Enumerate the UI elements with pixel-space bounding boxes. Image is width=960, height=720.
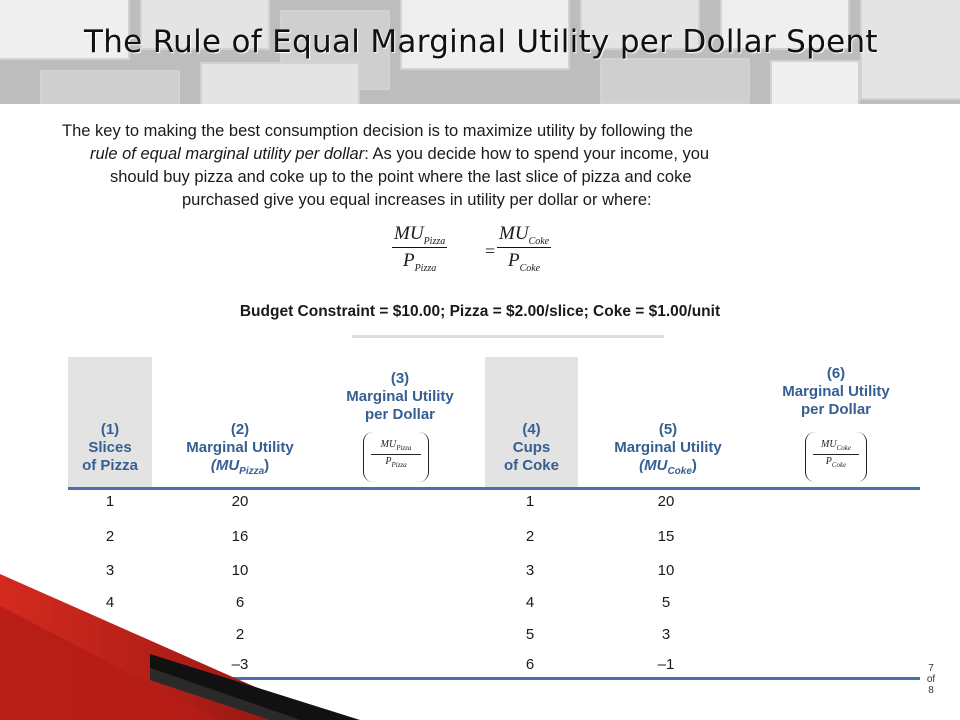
cell-slices: 1 — [105, 493, 115, 510]
header-number: (5) — [658, 421, 678, 438]
intro-line-1: The key to making the best consumption d… — [62, 122, 693, 140]
cell-cups: 4 — [525, 594, 535, 611]
cell-slices: 5 — [105, 626, 115, 643]
rule-name: rule of equal marginal utility per dolla… — [90, 145, 365, 163]
header-number: (4) — [522, 421, 541, 438]
header-mu-symbol: (MUPizza) — [160, 457, 320, 481]
cell-cups: 3 — [525, 562, 535, 579]
coke-fraction: MUCoke PCoke — [497, 223, 552, 274]
fraction-denominator: P — [402, 249, 415, 271]
header-slices: (1) Slices of Pizza — [68, 421, 152, 475]
cell-mu-coke: 5 — [661, 594, 671, 611]
cell-mu-pizza: 6 — [235, 594, 245, 611]
mu-sub: Pizza — [239, 466, 265, 477]
ratio-numerator-sub: Pizza — [396, 444, 412, 452]
slide-title: The Rule of Equal Marginal Utility per D… — [84, 24, 878, 60]
table-header-rule — [68, 487, 920, 490]
intro-line-4: purchased give you equal increases in ut… — [182, 191, 652, 209]
intro-line-2: rule of equal marginal utility per dolla… — [40, 143, 940, 166]
header-mu-coke: (5) Marginal Utility (MUCoke) — [588, 421, 748, 481]
table-bottom-rule — [150, 677, 920, 680]
cell-mu-coke: 20 — [657, 493, 675, 510]
page-of: of — [926, 674, 936, 685]
ratio-denominator-sub: Coke — [831, 461, 847, 469]
ratio-numerator-sub: Coke — [836, 444, 851, 452]
header-line: of Coke — [503, 457, 559, 474]
separator — [352, 335, 664, 338]
fraction-denominator: P — [507, 249, 520, 271]
cell-cups: 1 — [525, 493, 535, 510]
page-total: 8 — [928, 685, 934, 696]
coke-ratio-fraction: MUCoke PCoke — [805, 432, 867, 482]
header-line: per Dollar — [800, 401, 872, 418]
header-mu-symbol: (MUCoke) — [588, 457, 748, 481]
cell-slices: 4 — [105, 594, 115, 611]
intro-line-3: should buy pizza and coke up to the poin… — [110, 168, 692, 186]
cell-mu-pizza: –3 — [231, 656, 249, 673]
ratio-denominator: P — [385, 456, 392, 467]
fraction-numerator: MU — [394, 223, 424, 244]
header-line: Cups — [512, 439, 551, 456]
header-line: Marginal Utility — [782, 383, 890, 400]
equals-sign: = — [485, 241, 496, 261]
intro-paragraph: The key to making the best consumption d… — [40, 120, 940, 212]
cell-mu-coke: 3 — [661, 626, 671, 643]
ratio-denominator-sub: Pizza — [391, 461, 407, 469]
fraction-numerator: MU — [499, 223, 529, 244]
page-number: 7 of 8 — [920, 663, 942, 696]
fraction-denominator-sub: Pizza — [414, 262, 437, 274]
header-number: (3) — [390, 370, 410, 387]
cell-mu-pizza: 2 — [235, 626, 245, 643]
page-current: 7 — [928, 663, 934, 674]
header-line: Marginal Utility — [346, 388, 454, 405]
cell-mu-coke: –1 — [657, 656, 675, 673]
mu-open: (MU — [210, 457, 240, 474]
col1-shading — [68, 357, 152, 488]
intro-line-2-rest: : As you decide how to spend your income… — [364, 145, 710, 163]
mu-close: ) — [264, 457, 270, 474]
header-mu-per-dollar-coke: (6) Marginal Utility per Dollar — [756, 365, 916, 419]
cell-slices: 6 — [105, 656, 115, 673]
header-mu-pizza: (2) Marginal Utility (MUPizza) — [160, 421, 320, 481]
header-band: The Rule of Equal Marginal Utility per D… — [0, 0, 960, 104]
ratio-numerator: MU — [380, 439, 397, 450]
header-number: (6) — [826, 365, 846, 382]
equal-mu-formula: MUPizza PPizza = MUCoke PCoke — [392, 223, 592, 283]
header-line: of Pizza — [82, 457, 138, 474]
cell-slices: 2 — [105, 528, 115, 545]
fraction-numerator-sub: Pizza — [423, 235, 446, 247]
header-number: (1) — [100, 421, 120, 438]
ratio-denominator: P — [825, 456, 832, 467]
mu-open: (MU — [639, 457, 668, 474]
cell-mu-pizza: 20 — [231, 493, 249, 510]
cell-mu-coke: 15 — [657, 528, 675, 545]
pizza-ratio-fraction: MUPizza PPizza — [363, 432, 429, 482]
header-mu-per-dollar-pizza: (3) Marginal Utility per Dollar — [320, 370, 480, 424]
cell-mu-pizza: 10 — [231, 562, 249, 579]
cell-cups: 2 — [525, 528, 535, 545]
cell-mu-pizza: 16 — [231, 528, 249, 545]
header-line: Marginal Utility — [614, 439, 722, 456]
header-number: (2) — [230, 421, 250, 438]
fraction-numerator-sub: Coke — [528, 235, 550, 247]
pizza-fraction: MUPizza PPizza — [392, 223, 448, 274]
cell-cups: 6 — [525, 656, 535, 673]
cell-cups: 5 — [525, 626, 535, 643]
header-cups: (4) Cups of Coke — [485, 421, 578, 475]
fraction-denominator-sub: Coke — [519, 262, 541, 274]
header-line: Slices — [88, 439, 132, 456]
header-line: per Dollar — [364, 406, 436, 423]
mu-close: ) — [691, 457, 697, 474]
ratio-numerator: MU — [821, 439, 837, 450]
budget-constraint: Budget Constraint = $10.00; Pizza = $2.0… — [239, 303, 721, 320]
cell-slices: 3 — [105, 562, 115, 579]
col4-shading — [485, 357, 578, 488]
mu-sub: Coke — [667, 466, 692, 477]
header-line: Marginal Utility — [186, 439, 294, 456]
cell-mu-coke: 10 — [657, 562, 675, 579]
